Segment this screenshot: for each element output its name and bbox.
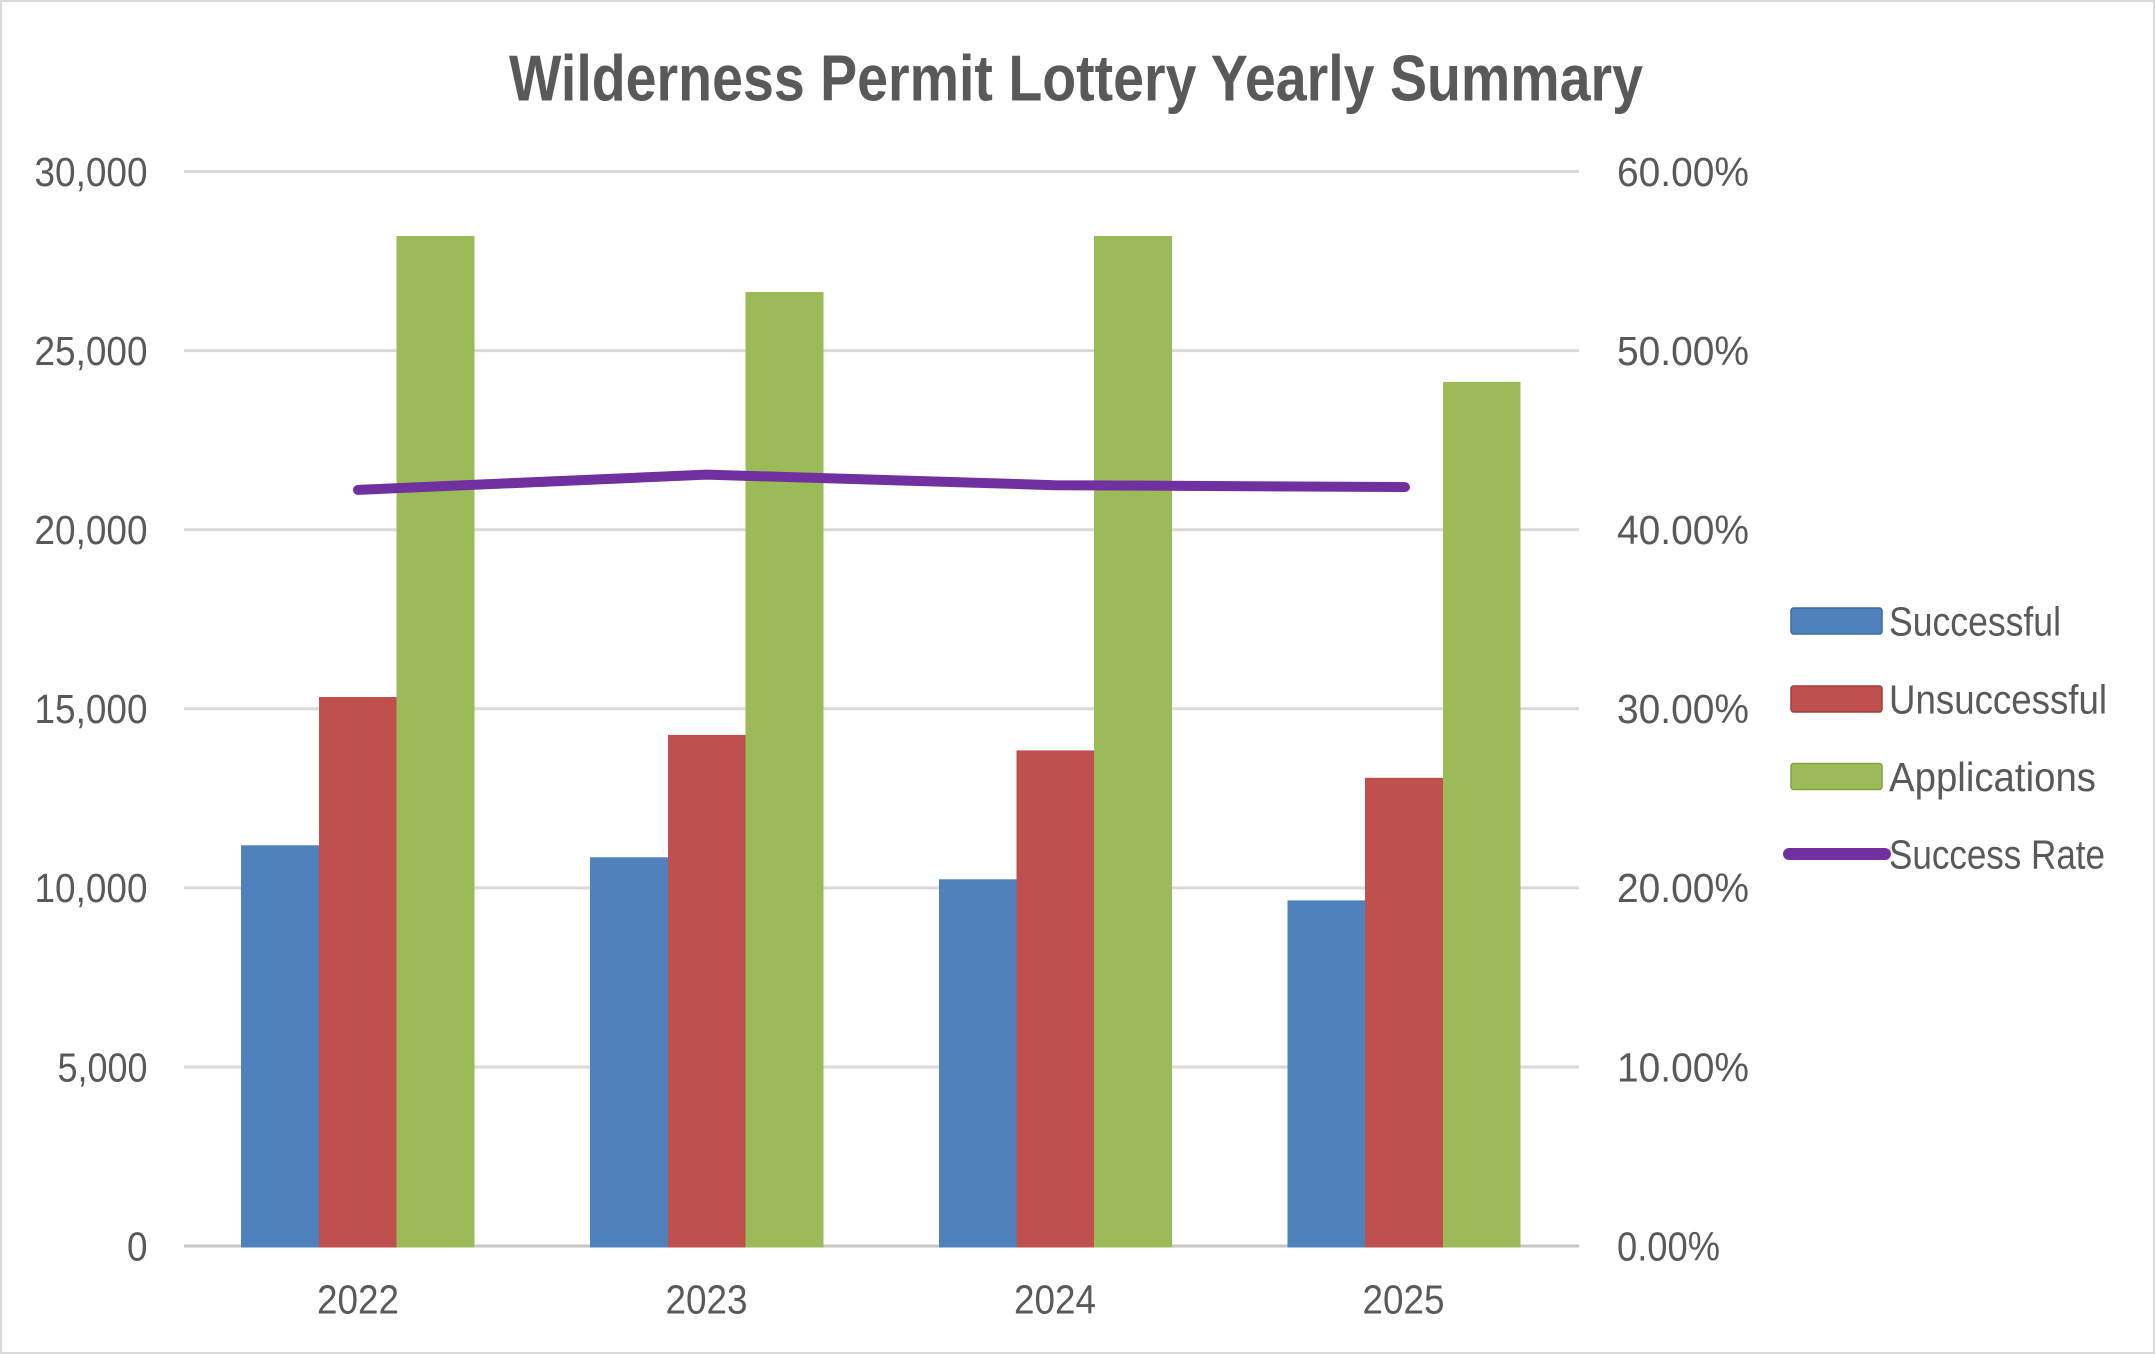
- svg-text:10,000: 10,000: [35, 865, 148, 911]
- svg-text:Successful: Successful: [1889, 598, 2061, 644]
- svg-text:Wilderness Permit Lottery Year: Wilderness Permit Lottery Yearly Summary: [509, 42, 1643, 115]
- svg-text:Success Rate: Success Rate: [1889, 831, 2105, 877]
- svg-text:0: 0: [127, 1223, 148, 1269]
- svg-text:40.00%: 40.00%: [1617, 507, 1749, 553]
- svg-text:Applications: Applications: [1889, 754, 2096, 800]
- svg-text:2023: 2023: [666, 1277, 748, 1323]
- svg-text:50.00%: 50.00%: [1617, 328, 1749, 374]
- svg-text:60.00%: 60.00%: [1617, 149, 1749, 195]
- svg-text:20.00%: 20.00%: [1617, 865, 1749, 911]
- svg-text:30,000: 30,000: [35, 149, 148, 195]
- svg-text:25,000: 25,000: [35, 328, 148, 374]
- svg-text:10.00%: 10.00%: [1617, 1044, 1749, 1090]
- svg-text:20,000: 20,000: [35, 507, 148, 553]
- svg-text:30.00%: 30.00%: [1617, 686, 1749, 732]
- svg-text:0.00%: 0.00%: [1617, 1223, 1720, 1269]
- svg-text:Unsuccessful: Unsuccessful: [1889, 676, 2107, 722]
- svg-text:2025: 2025: [1363, 1277, 1445, 1323]
- svg-text:2024: 2024: [1014, 1277, 1096, 1323]
- svg-text:15,000: 15,000: [35, 686, 148, 732]
- svg-text:2022: 2022: [317, 1277, 399, 1323]
- svg-text:5,000: 5,000: [58, 1044, 148, 1090]
